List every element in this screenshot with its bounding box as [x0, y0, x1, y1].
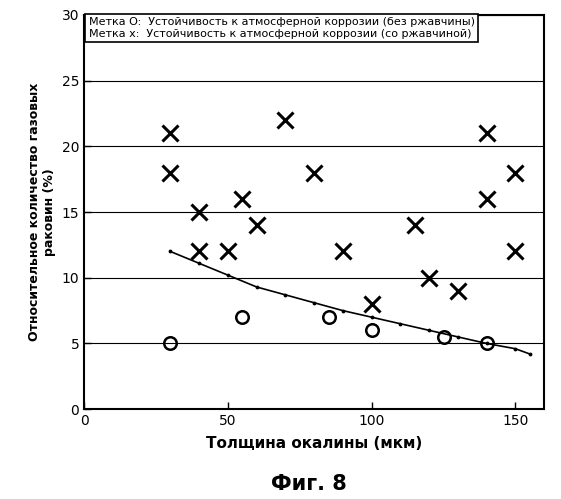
- Y-axis label: Относительное количество газовых
раковин (%): Относительное количество газовых раковин…: [28, 83, 56, 341]
- X-axis label: Толщина окалины (мкм): Толщина окалины (мкм): [206, 436, 422, 452]
- Text: Фиг. 8: Фиг. 8: [270, 474, 347, 494]
- Text: Метка O:  Устойчивость к атмосферной коррозии (без ржавчины)
Метка x:  Устойчиво: Метка O: Устойчивость к атмосферной корр…: [89, 17, 475, 38]
